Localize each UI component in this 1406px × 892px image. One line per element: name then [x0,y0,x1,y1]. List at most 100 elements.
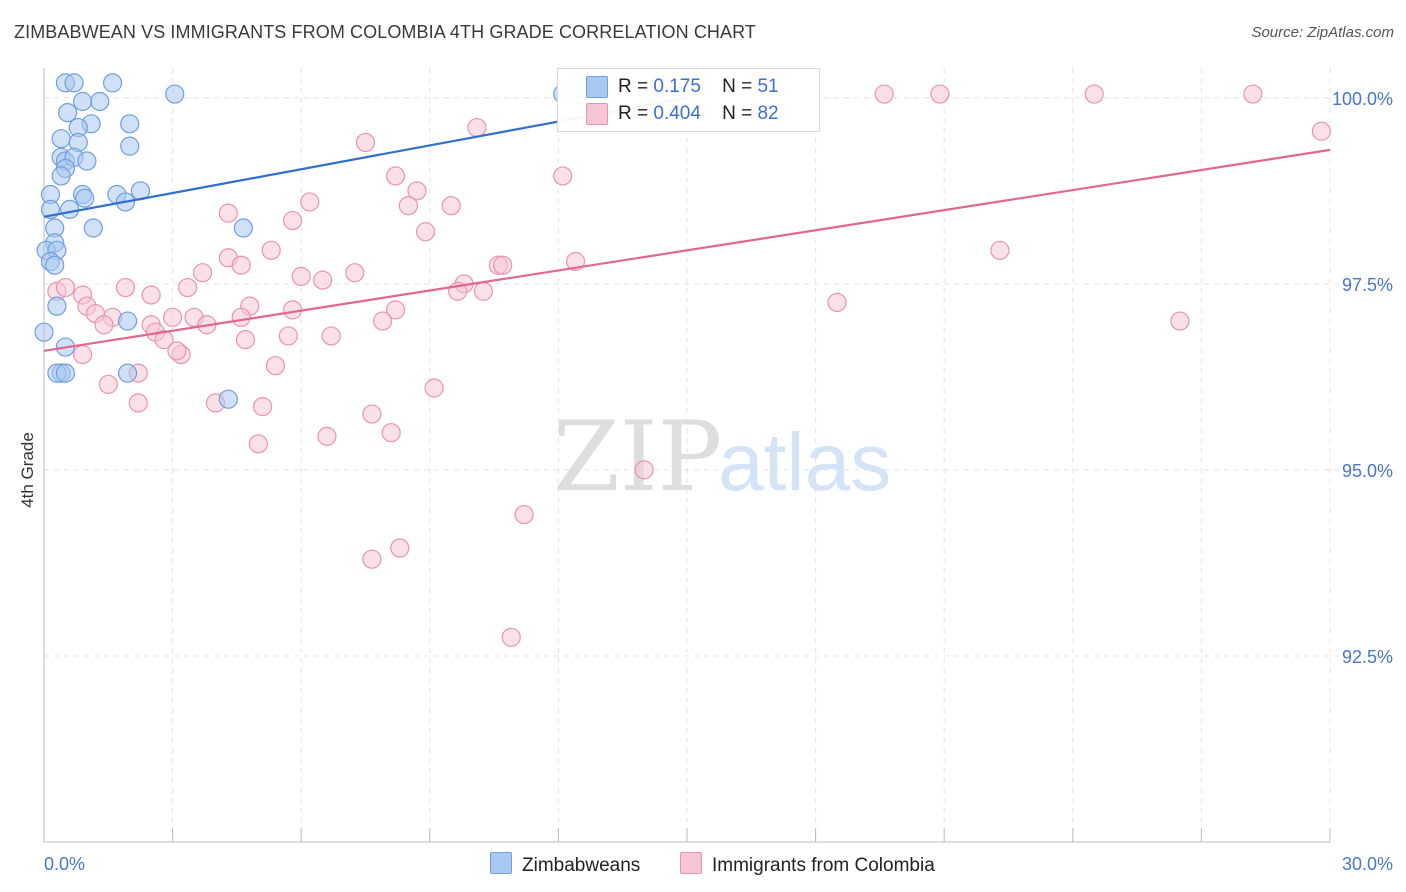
data-point [634,460,654,480]
data-point [514,504,534,525]
y-tick-label: 100.0% [1332,89,1393,109]
data-point [47,296,67,316]
data-point [120,136,140,156]
data-point [231,307,251,327]
bottom-legend-label: Zimbabweans [522,855,641,876]
data-point [261,240,281,260]
data-point [117,311,138,331]
data-point [218,389,238,409]
trend-line-colombia [43,148,1331,352]
data-point [1311,121,1332,141]
data-point [473,281,493,301]
data-point [218,203,238,223]
data-point [467,117,487,138]
data-point [278,326,298,346]
x-tick-label: 0.0% [44,854,85,874]
data-point [265,356,286,376]
data-point [165,84,185,104]
data-point [117,363,138,383]
data-point [874,84,894,104]
data-point [373,311,393,331]
x-tick-labels: 0.0% 30.0% [44,854,1393,874]
data-point [231,255,251,275]
data-point [385,166,406,186]
data-point [381,423,401,443]
data-point [34,322,54,342]
legend-text: R = 0.175 N = 51 [618,76,779,98]
data-point [77,151,97,171]
data-point [90,91,110,112]
chart-source: Source: ZipAtlas.com [1251,24,1394,41]
data-point [441,196,461,216]
data-point [345,263,365,283]
gridlines [44,68,1395,842]
bottom-legend-colombia: Immigrants from Colombia [680,852,935,877]
data-point [407,181,427,201]
data-point [1243,84,1263,104]
data-point [1084,84,1104,104]
data-point [83,218,103,238]
data-point [313,270,333,290]
data-point [424,378,444,398]
y-tick-labels: 100.0% 97.5% 95.0% 92.5% [1332,89,1393,667]
bottom-legend-label: Immigrants from Colombia [712,855,935,876]
legend-r-label: R = [618,76,649,97]
data-point [72,91,93,112]
data-point [385,300,406,320]
data-point [55,277,76,298]
data-point [193,263,213,283]
y-axis-label: 4th Grade [18,432,37,508]
data-point [154,330,174,350]
data-point [300,192,320,212]
data-point [317,426,337,446]
data-point [45,255,65,275]
data-point [51,129,71,149]
data-point [102,73,123,93]
data-point [930,84,950,104]
data-point [55,363,76,383]
data-point [362,404,382,424]
data-point [115,277,136,298]
legend-r-label: R = [618,103,649,124]
data-point [501,627,521,647]
data-point [120,114,140,134]
data-point [283,210,303,231]
data-point [253,397,273,417]
data-point [990,240,1010,260]
data-point [72,344,93,365]
data-point [60,199,80,220]
data-point [398,196,418,216]
data-point [163,307,183,327]
bottom-legend-zimbabweans: Zimbabweans [490,852,640,877]
legend-swatch-blue [586,76,608,98]
data-point [553,166,573,186]
legend-n-label: N = [722,103,753,124]
watermark: ZIP atlas [553,401,891,513]
legend-r-value: 0.175 [653,76,701,97]
data-point [51,166,71,186]
y-tick-label: 92.5% [1342,647,1393,667]
x-tick-label: 30.0% [1342,854,1393,874]
chart-title: ZIMBABWEAN VS IMMIGRANTS FROM COLOMBIA 4… [14,22,757,42]
data-point [178,277,198,298]
data-point [64,73,84,93]
data-point [75,188,95,208]
data-point [94,315,114,335]
legend-r-value: 0.404 [653,103,701,124]
bottom-legend-swatch-pink [680,852,702,874]
correlation-legend: R = 0.175 N = 51 R = 0.404 N = 82 [557,68,820,132]
bottom-legend-swatch-blue [490,852,512,874]
data-point [248,434,268,454]
data-point [827,292,847,313]
data-point [321,326,341,346]
data-point [235,330,256,350]
watermark-atlas: atlas [718,417,891,508]
series-colombia-points [47,84,1332,647]
legend-n-label: N = [722,76,753,97]
data-point [355,132,376,153]
data-point [57,103,78,123]
legend-n-value: 51 [757,76,779,97]
data-point [128,393,148,413]
y-tick-label: 97.5% [1342,275,1393,295]
